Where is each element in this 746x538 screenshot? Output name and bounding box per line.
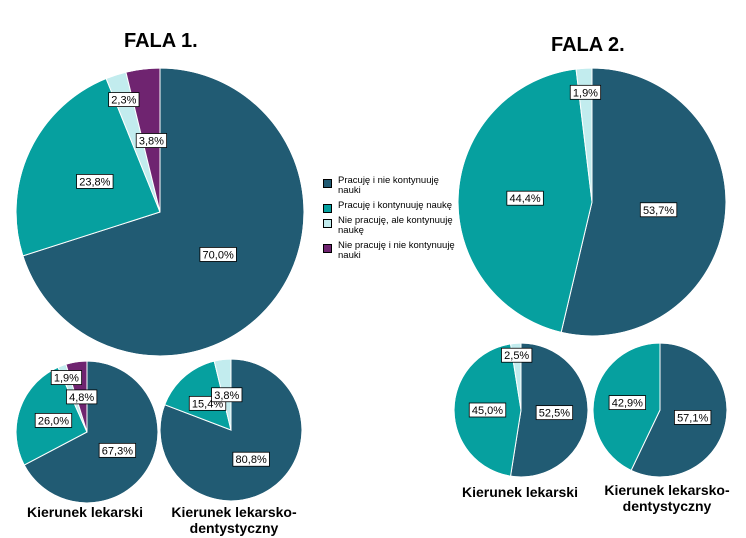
svg-text:70,0%: 70,0% [203, 249, 234, 261]
wave1-total-data-label-2: 2,3% [108, 92, 140, 107]
legend-item: Pracuję i kontynuuję naukę [322, 200, 462, 213]
svg-text:2,5%: 2,5% [504, 350, 529, 362]
wave1-total-pie: 70,0% 23,8% 2,3% 3,8% [15, 67, 305, 357]
wave1-lekarski-title: Kierunek lekarski [27, 504, 143, 520]
legend-item: Nie pracuję, ale kontynuuję naukę [322, 216, 462, 236]
wave2-lekarski-pie: 52,5% 45,0% 2,5% [453, 342, 589, 478]
wave2-total-data-label-1: 44,4% [506, 190, 544, 206]
legend-swatch-1 [323, 204, 332, 213]
legend-swatch-0 [323, 179, 332, 188]
svg-text:4,8%: 4,8% [69, 392, 94, 404]
legend-item: Pracuję i nie kontynuuję nauki [322, 176, 462, 196]
svg-text:1,9%: 1,9% [573, 87, 598, 99]
wave1-lekarski-data-label-3: 4,8% [66, 389, 98, 405]
wave1-lekarski-pie: 67,3% 26,0% 1,9% 4,8% [15, 360, 159, 504]
svg-text:53,7%: 53,7% [643, 205, 674, 217]
wave2-total-data-label-2: 1,9% [569, 84, 602, 100]
wave2-total-data-label-0: 53,7% [639, 202, 678, 218]
wave1-dentystyczny-pie: 80,8%15,4%3,8% [159, 358, 303, 502]
wave2-lekarski-data-label-0: 52,5% [535, 405, 574, 421]
svg-text:52,5%: 52,5% [539, 408, 570, 420]
svg-text:45,0%: 45,0% [472, 405, 503, 417]
svg-text:26,0%: 26,0% [38, 415, 69, 427]
legend-label: Pracuję i nie kontynuuję nauki [338, 175, 439, 196]
wave2-dentystyczny-data-label-1: 42,9% [608, 395, 646, 410]
wave1-total-data-label-1: 23,8% [76, 174, 114, 189]
svg-text:3,8%: 3,8% [139, 136, 164, 148]
wave2-title: FALA 2. [551, 34, 625, 56]
svg-text:1,9%: 1,9% [54, 373, 79, 385]
wave1-dentystyczny-data-label-2: 3,8% [211, 387, 243, 403]
legend-label: Nie pracuję i nie kontynuuję nauki [338, 240, 455, 261]
wave2-lekarski-title: Kierunek lekarski [462, 484, 578, 500]
svg-text:3,8%: 3,8% [214, 390, 239, 402]
wave2-dentystyczny-data-label-0: 57,1% [674, 410, 712, 425]
legend-label: Pracuję i kontynuuję naukę [338, 200, 453, 211]
wave2-dentystyczny-title: Kierunek lekarsko-dentystyczny [604, 482, 730, 514]
svg-text:23,8%: 23,8% [79, 176, 110, 188]
svg-text:80,8%: 80,8% [236, 454, 267, 466]
wave1-lekarski-data-label-2: 1,9% [50, 370, 83, 385]
wave2-lekarski-data-label-2: 2,5% [501, 347, 533, 363]
legend-swatch-3 [323, 244, 332, 253]
wave1-total-data-label-3: 3,8% [135, 133, 168, 148]
wave1-dentystyczny-data-label-0: 80,8% [232, 451, 270, 467]
legend-item: Nie pracuję i nie kontynuuję nauki [322, 241, 462, 261]
svg-text:42,9%: 42,9% [612, 398, 643, 410]
chart-legend: Pracuję i nie kontynuuję nauki Pracuję i… [322, 176, 462, 266]
svg-text:44,4%: 44,4% [510, 193, 541, 205]
svg-text:67,3%: 67,3% [102, 445, 133, 457]
wave2-total-pie: 53,7% 44,4% 1,9% [457, 67, 727, 337]
wave1-dentystyczny-title: Kierunek lekarsko-dentystyczny [171, 504, 297, 536]
wave1-total-data-label-0: 70,0% [199, 247, 237, 262]
wave1-lekarski-data-label-1: 26,0% [34, 412, 73, 428]
legend-swatch-2 [323, 219, 332, 228]
wave1-lekarski-data-label-0: 67,3% [98, 442, 137, 458]
wave2-dentystyczny-pie: 57,1% 42,9% [592, 342, 728, 478]
legend-label: Nie pracuję, ale kontynuuję naukę [338, 215, 453, 236]
svg-text:2,3%: 2,3% [111, 95, 136, 107]
svg-text:57,1%: 57,1% [677, 412, 708, 424]
wave1-title: FALA 1. [124, 30, 198, 52]
wave2-lekarski-data-label-1: 45,0% [468, 402, 507, 418]
